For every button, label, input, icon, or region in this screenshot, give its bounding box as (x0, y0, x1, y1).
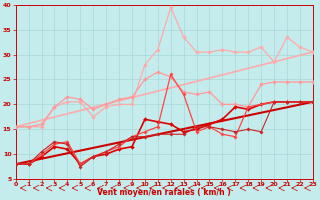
X-axis label: Vent moyen/en rafales ( km/h ): Vent moyen/en rafales ( km/h ) (97, 188, 231, 197)
